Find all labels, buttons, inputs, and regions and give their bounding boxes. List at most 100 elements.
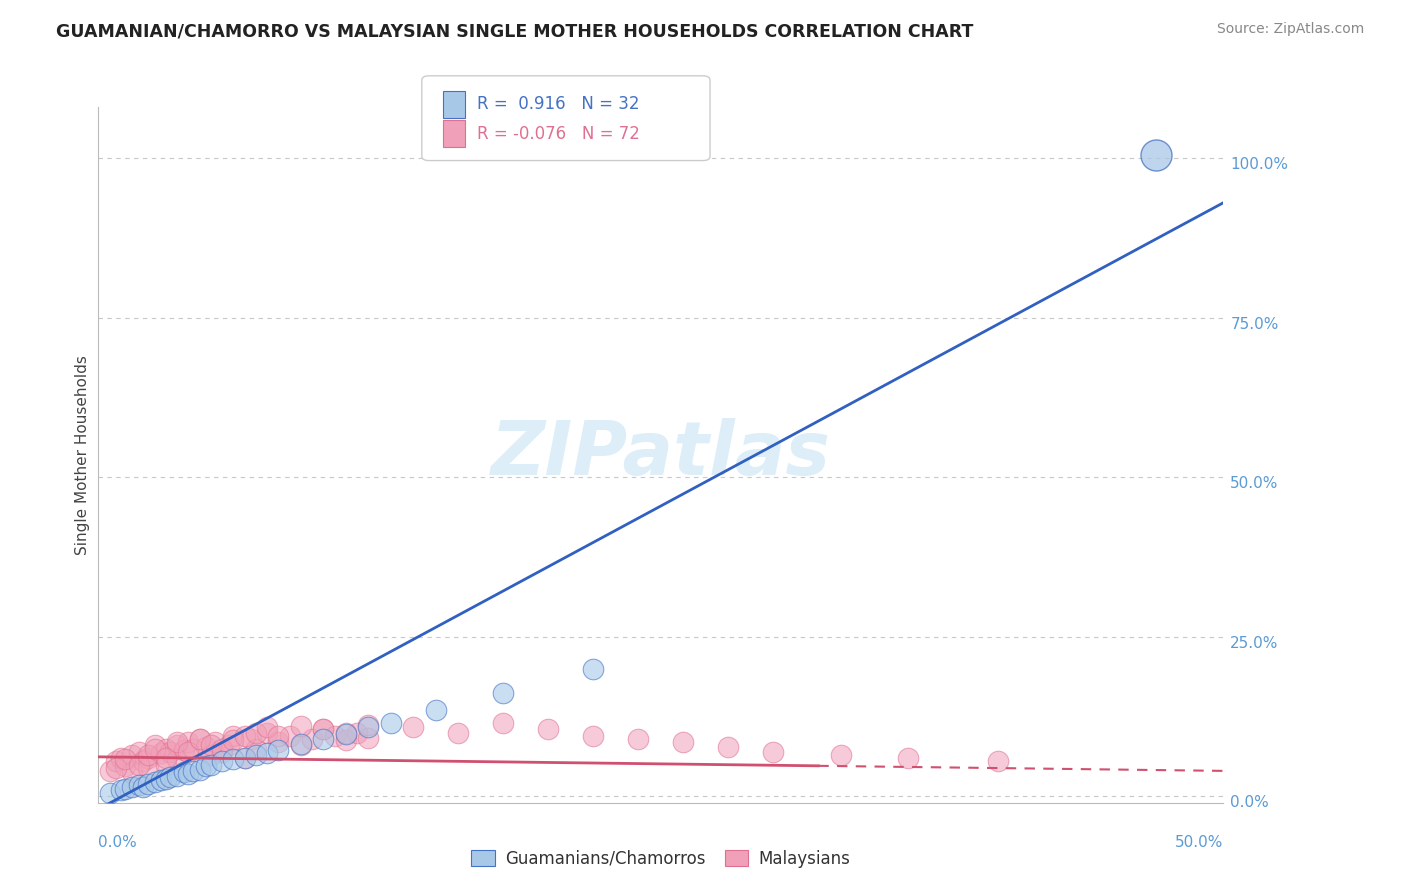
Point bbox=[173, 743, 195, 757]
Point bbox=[537, 723, 560, 737]
Point bbox=[166, 735, 188, 749]
Point bbox=[195, 739, 218, 754]
Point bbox=[177, 767, 200, 781]
Point bbox=[143, 739, 166, 753]
Point bbox=[582, 729, 605, 743]
Point bbox=[114, 781, 136, 796]
Point bbox=[290, 719, 312, 733]
Point bbox=[335, 733, 357, 747]
Point bbox=[155, 751, 177, 765]
Point bbox=[830, 747, 852, 762]
Point bbox=[136, 747, 159, 762]
Point bbox=[128, 778, 150, 792]
Text: 0.0%: 0.0% bbox=[98, 836, 138, 850]
Point bbox=[402, 721, 425, 735]
Text: 25.0%: 25.0% bbox=[1230, 636, 1278, 651]
Point bbox=[166, 739, 188, 753]
Point bbox=[267, 729, 290, 743]
Point bbox=[256, 725, 278, 739]
Point bbox=[245, 725, 267, 739]
Point bbox=[105, 754, 128, 768]
Point bbox=[204, 735, 226, 749]
Point bbox=[132, 780, 155, 794]
Point bbox=[132, 754, 155, 768]
Point bbox=[278, 729, 301, 743]
Point bbox=[222, 729, 245, 743]
Y-axis label: Single Mother Households: Single Mother Households bbox=[75, 355, 90, 555]
Point bbox=[98, 764, 121, 778]
Point bbox=[159, 745, 181, 759]
Point bbox=[181, 764, 204, 778]
Point bbox=[110, 783, 132, 797]
Point bbox=[492, 686, 515, 700]
Point bbox=[173, 765, 195, 780]
Point bbox=[121, 780, 143, 794]
Point bbox=[672, 735, 695, 749]
Point bbox=[128, 757, 150, 772]
Point bbox=[155, 772, 177, 786]
Point bbox=[233, 751, 256, 765]
Point bbox=[346, 725, 368, 739]
Point bbox=[267, 735, 290, 749]
Legend: Guamanians/Chamorros, Malaysians: Guamanians/Chamorros, Malaysians bbox=[464, 843, 858, 874]
Point bbox=[335, 725, 357, 739]
Point bbox=[222, 733, 245, 747]
Point bbox=[128, 745, 150, 759]
Point bbox=[233, 729, 256, 743]
Point bbox=[188, 763, 211, 777]
Point bbox=[150, 746, 173, 760]
Point bbox=[762, 745, 785, 759]
Point bbox=[143, 775, 166, 789]
Point bbox=[200, 739, 222, 753]
Point bbox=[188, 731, 211, 746]
Point bbox=[136, 777, 159, 791]
Point bbox=[195, 758, 218, 772]
Point bbox=[143, 741, 166, 756]
Point bbox=[136, 751, 159, 765]
Point bbox=[256, 746, 278, 760]
Text: 0.0%: 0.0% bbox=[1230, 796, 1270, 810]
Point bbox=[211, 741, 233, 756]
Point bbox=[110, 751, 132, 765]
Point bbox=[136, 761, 159, 775]
Point bbox=[312, 731, 335, 746]
Point bbox=[150, 773, 173, 788]
Point bbox=[121, 765, 143, 780]
Point bbox=[897, 751, 920, 765]
Point bbox=[240, 731, 263, 746]
Point bbox=[357, 718, 380, 732]
Point bbox=[290, 739, 312, 753]
Text: R =  0.916   N = 32: R = 0.916 N = 32 bbox=[477, 95, 640, 113]
Point bbox=[121, 747, 143, 762]
Point bbox=[380, 716, 402, 731]
Text: 75.0%: 75.0% bbox=[1230, 317, 1278, 332]
Point bbox=[582, 662, 605, 676]
Text: ZIPatlas: ZIPatlas bbox=[491, 418, 831, 491]
Point bbox=[717, 739, 740, 754]
Point bbox=[188, 731, 211, 746]
Text: 100.0%: 100.0% bbox=[1230, 157, 1288, 172]
Point bbox=[245, 747, 267, 762]
Point bbox=[155, 757, 177, 772]
Point bbox=[200, 747, 222, 762]
Point bbox=[155, 741, 177, 756]
Point bbox=[267, 743, 290, 757]
Point bbox=[166, 769, 188, 783]
Text: R = -0.076   N = 72: R = -0.076 N = 72 bbox=[477, 125, 640, 143]
Point bbox=[357, 721, 380, 735]
Point bbox=[177, 735, 200, 749]
Point bbox=[312, 723, 335, 737]
Point bbox=[177, 745, 200, 759]
Point bbox=[492, 716, 515, 731]
Text: GUAMANIAN/CHAMORRO VS MALAYSIAN SINGLE MOTHER HOUSEHOLDS CORRELATION CHART: GUAMANIAN/CHAMORRO VS MALAYSIAN SINGLE M… bbox=[56, 22, 973, 40]
Point bbox=[627, 731, 650, 746]
Text: 50.0%: 50.0% bbox=[1175, 836, 1223, 850]
Point bbox=[181, 741, 204, 756]
Point bbox=[114, 752, 136, 766]
Point bbox=[211, 745, 233, 759]
Point bbox=[159, 770, 181, 784]
Point bbox=[245, 741, 267, 756]
Point bbox=[166, 752, 188, 766]
Point bbox=[218, 739, 240, 753]
Point bbox=[987, 754, 1010, 768]
